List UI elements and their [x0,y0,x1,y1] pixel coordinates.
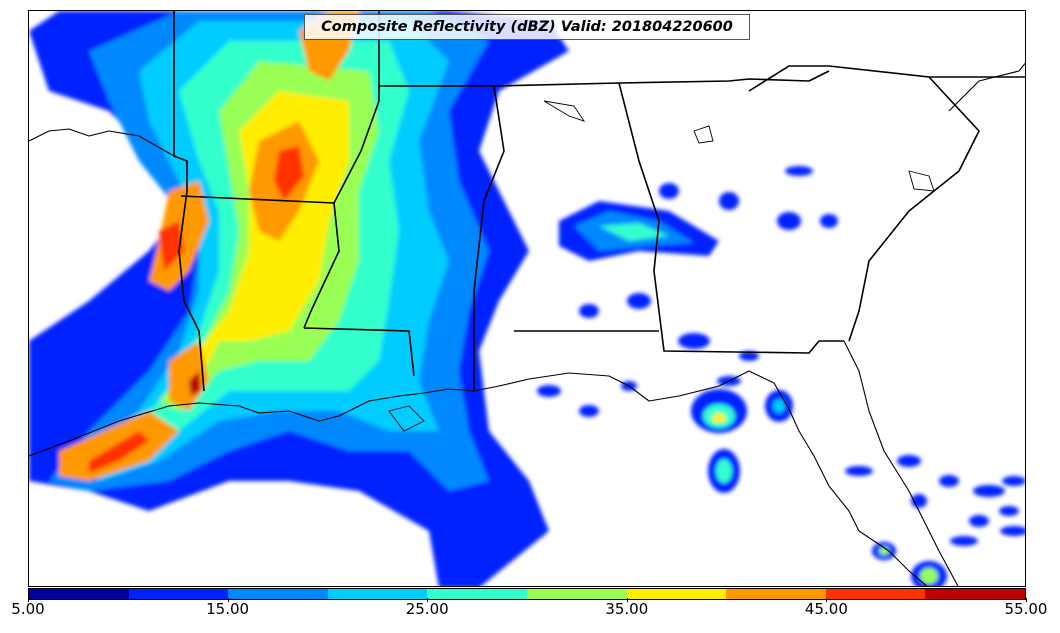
colorbar [28,588,1026,600]
colorbar-tick-label: 5.00 [11,600,45,618]
lakes [388,100,935,432]
colorbar-segment-1 [128,589,229,599]
colorbar-segment-7 [726,589,826,599]
colorbar-tick-label: 25.00 [405,600,449,618]
colorbar-tickmark [227,598,229,602]
colorbar-tickmark [1026,598,1027,602]
colorbar-tickmark [427,598,429,602]
colorbar-segment-2 [228,589,328,599]
colorbar-segment-6 [626,589,727,599]
colorbar-tick-label: 15.00 [206,600,250,618]
precip-cells-east [537,166,1025,586]
colorbar-tickmark [28,598,29,602]
colorbar-tick-label: 35.00 [605,600,649,618]
colorbar-tick-label: 45.00 [804,600,848,618]
precip-band-west [29,11,569,586]
colorbar-tickmark [826,598,828,602]
colorbar-segment-8 [825,589,926,599]
map-title: Composite Reflectivity (dBZ) Valid: 2018… [304,14,750,40]
colorbar-tick-label: 55.00 [1004,600,1048,618]
colorbar-segment-4 [427,589,527,599]
coastline [29,62,1025,586]
colorbar-segment-5 [526,589,627,599]
radar-map [28,10,1026,587]
colorbar-segment-3 [327,589,428,599]
colorbar-tickmark [626,598,628,602]
reflectivity-map-canvas [29,11,1025,586]
colorbar-segment-9 [925,589,1025,599]
state-boundaries [173,11,1025,392]
colorbar-segment-0 [29,589,129,599]
colorbar-ticks: 5.00 15.00 25.00 35.00 45.00 55.00 [0,598,1060,633]
